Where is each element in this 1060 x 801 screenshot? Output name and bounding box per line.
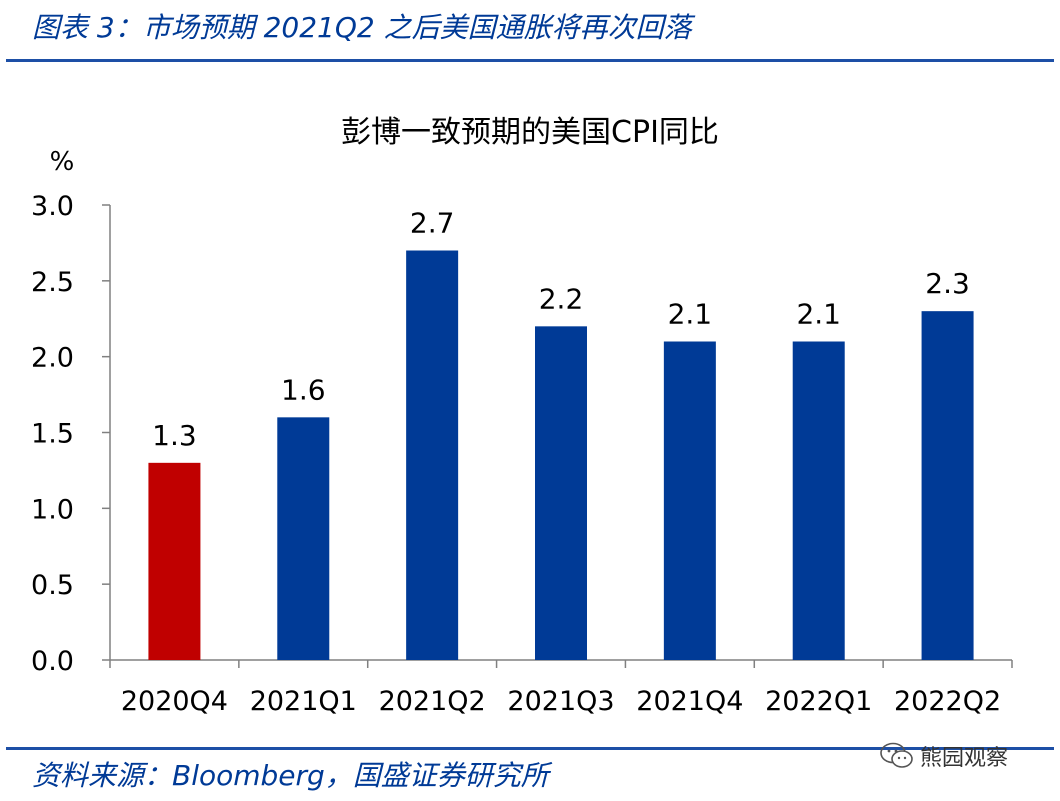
data-label: 2.3 bbox=[925, 267, 970, 300]
bars-group bbox=[148, 250, 974, 660]
category-label: 2020Q4 bbox=[121, 686, 228, 717]
bar-2020Q4 bbox=[148, 462, 201, 660]
y-tick-label: 3.0 bbox=[31, 191, 74, 222]
data-label: 1.6 bbox=[281, 373, 326, 406]
chart-title: 彭博一致预期的美国CPI同比 bbox=[341, 115, 719, 150]
y-axis-ticks: 0.0 0.5 1.0 1.5 2.0 2.5 3.0 bbox=[31, 191, 110, 677]
category-label: 2021Q4 bbox=[636, 686, 743, 717]
x-axis-ticks bbox=[109, 660, 1013, 668]
bar-2021Q1 bbox=[277, 417, 330, 660]
bar-2021Q2 bbox=[406, 250, 459, 660]
header-rule bbox=[6, 59, 1054, 62]
bar-2022Q1 bbox=[792, 341, 845, 660]
data-label: 2.2 bbox=[539, 282, 584, 315]
bar-2022Q2 bbox=[921, 311, 974, 660]
category-label: 2021Q1 bbox=[250, 686, 357, 717]
y-tick-label: 2.0 bbox=[31, 343, 74, 374]
footer-rule bbox=[6, 747, 1054, 750]
figure-header: 图表 3：市场预期 2021Q2 之后美国通胀将再次回落 bbox=[32, 11, 692, 44]
y-tick-label: 2.5 bbox=[31, 267, 74, 298]
data-label: 1.3 bbox=[152, 419, 197, 452]
wechat-icon bbox=[880, 742, 913, 768]
y-tick-label: 1.0 bbox=[31, 494, 74, 525]
category-label: 2021Q2 bbox=[379, 686, 486, 717]
bar-2021Q3 bbox=[535, 326, 587, 660]
watermark: 熊园观察 bbox=[880, 738, 1055, 774]
y-tick-label: 0.0 bbox=[31, 646, 74, 677]
y-tick-label: 1.5 bbox=[31, 419, 74, 450]
category-labels-group: 2020Q4 2021Q1 2021Q2 2021Q3 2021Q4 2022Q1 2022… bbox=[121, 686, 1001, 717]
category-label: 2022Q2 bbox=[894, 686, 1001, 717]
data-label: 2.1 bbox=[796, 298, 841, 331]
bar-chart: 彭博一致预期的美国CPI同比 % 0.0 0.5 1.0 1.5 2.0 2.5 3.0 1… bbox=[31, 115, 1013, 717]
figure-source: 资料来源：Bloomberg，国盛证券研究所 bbox=[32, 759, 549, 792]
y-axis-unit-label: % bbox=[50, 147, 75, 177]
data-labels-group: 1.3 1.6 2.7 2.2 2.1 2.1 2.3 bbox=[152, 207, 970, 452]
y-tick-label: 0.5 bbox=[31, 570, 74, 601]
watermark-text: 熊园观察 bbox=[920, 746, 1009, 771]
bar-2021Q4 bbox=[663, 341, 716, 660]
category-label: 2021Q3 bbox=[507, 686, 614, 717]
data-label: 2.1 bbox=[668, 298, 713, 331]
data-label: 2.7 bbox=[410, 207, 455, 240]
category-label: 2022Q1 bbox=[765, 686, 872, 717]
